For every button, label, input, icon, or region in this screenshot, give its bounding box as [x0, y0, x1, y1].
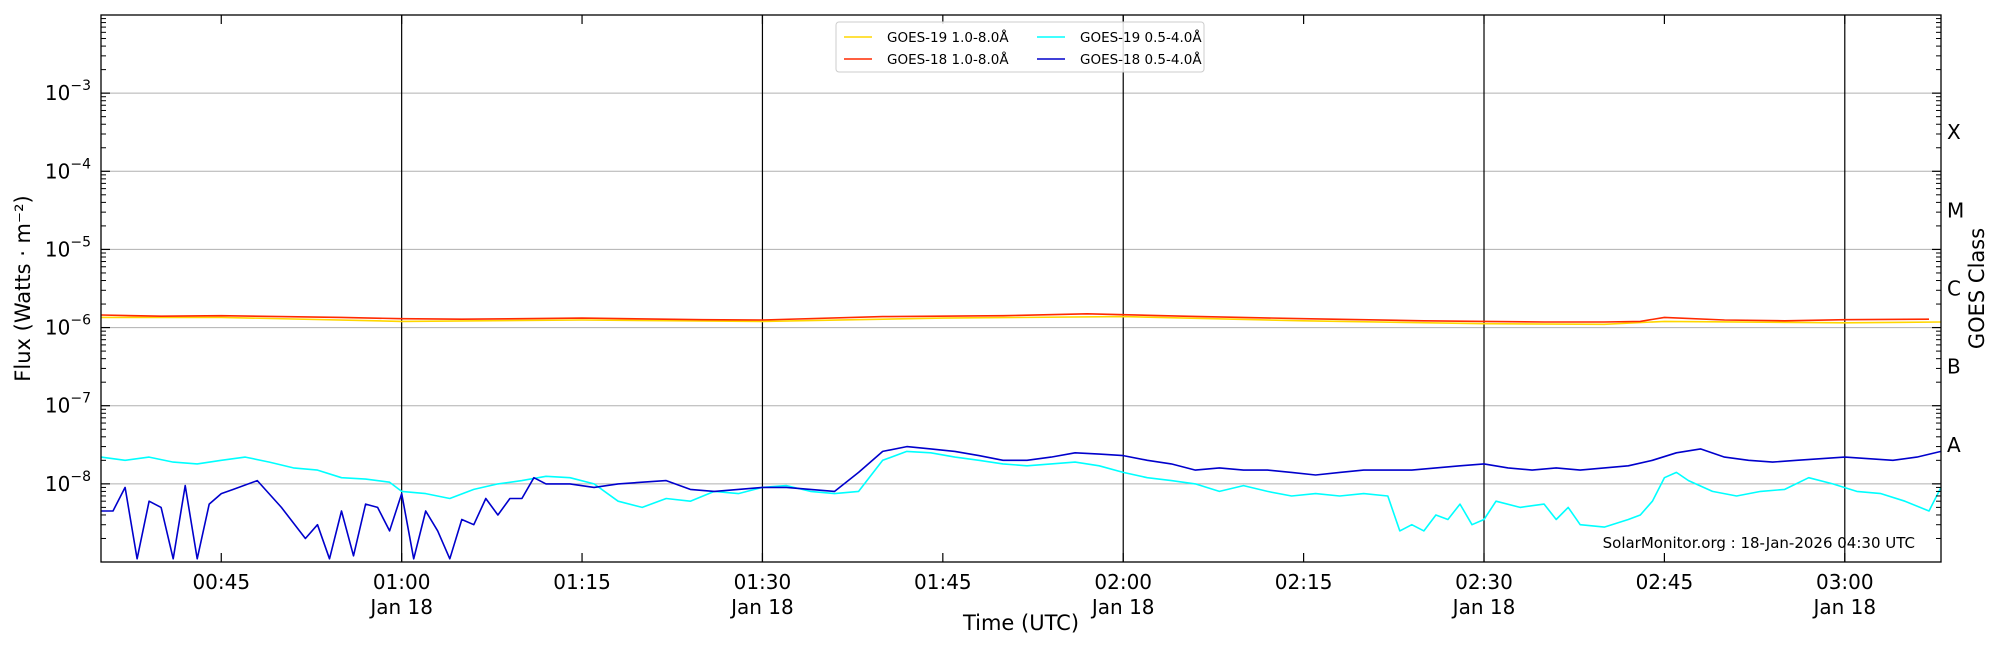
legend-label: GOES-19 1.0-8.0Å — [887, 29, 1009, 46]
goes-class-label: X — [1947, 120, 1961, 144]
y-tick-base: 10 — [45, 472, 70, 496]
x-tick-label: 01:45 — [914, 570, 972, 594]
y-tick-label: 10−7 — [45, 391, 91, 418]
plot-frame — [100, 14, 1942, 563]
legend-box — [835, 21, 1205, 73]
y-tick-exponent: −6 — [70, 313, 91, 329]
y-tick-label: 10−5 — [45, 234, 91, 261]
y-tick-exponent: −8 — [70, 469, 91, 485]
grid-layer — [101, 15, 1941, 562]
credit-annotation: SolarMonitor.org : 18-Jan-2026 04:30 UTC — [1603, 534, 1915, 552]
legend: GOES-19 1.0-8.0Å GOES-18 1.0-8.0Å GOES-19 … — [835, 21, 1205, 73]
y-tick-base: 10 — [45, 159, 70, 183]
x-tick-label: 01:00 — [373, 570, 431, 594]
y-tick-label: 10−8 — [45, 469, 91, 496]
x-tick-label: 00:45 — [192, 570, 250, 594]
legend-label: GOES-19 0.5-4.0Å — [1080, 29, 1202, 46]
y-tick-exponent: −3 — [70, 78, 91, 94]
x-tick-label: 02:45 — [1636, 570, 1694, 594]
x-tick-date-label: Jan 18 — [729, 595, 794, 619]
goes-class-label: C — [1947, 277, 1961, 301]
x-tick-label: 02:30 — [1455, 570, 1513, 594]
series-line-4 — [101, 445, 1942, 560]
x-tick-date-label: Jan 18 — [368, 595, 433, 619]
x-axis-title: Time (UTC) — [962, 611, 1079, 635]
goes-class-label: M — [1947, 198, 1964, 222]
series-line-1 — [101, 315, 1942, 326]
y-tick-base: 10 — [45, 394, 70, 418]
x-tick-date-label: Jan 18 — [1090, 595, 1155, 619]
y-tick-base: 10 — [45, 237, 70, 261]
x-tick-label: 02:00 — [1094, 570, 1152, 594]
x-tick-label: 01:15 — [553, 570, 611, 594]
series-line-2 — [100, 312, 1930, 323]
goes-class-label: B — [1947, 355, 1961, 379]
y-tick-label: 10−4 — [45, 156, 91, 183]
x-tick-label: 02:15 — [1275, 570, 1333, 594]
x-tick-label: 03:00 — [1816, 570, 1874, 594]
y-tick-base: 10 — [45, 316, 70, 340]
y-tick-exponent: −4 — [70, 156, 91, 172]
y-tick-label: 10−3 — [45, 78, 91, 105]
goes-class-axis-title: GOES Class — [1965, 228, 1989, 349]
x-tick-label: 01:30 — [734, 570, 792, 594]
legend-label: GOES-18 1.0-8.0Å — [887, 51, 1009, 68]
series-line-3 — [100, 450, 1942, 532]
goes-class-label: A — [1947, 433, 1961, 457]
x-tick-date-label: Jan 18 — [1811, 595, 1876, 619]
legend-label: GOES-18 0.5-4.0Å — [1080, 51, 1202, 68]
y-tick-exponent: −5 — [70, 234, 91, 250]
y-tick-base: 10 — [45, 81, 70, 105]
y-tick-exponent: −7 — [70, 391, 91, 407]
y-axis-title: Flux (Watts · m⁻²) — [11, 195, 35, 381]
y-tick-label: 10−6 — [45, 313, 91, 340]
series-layer — [100, 312, 1942, 560]
x-tick-date-label: Jan 18 — [1451, 595, 1516, 619]
